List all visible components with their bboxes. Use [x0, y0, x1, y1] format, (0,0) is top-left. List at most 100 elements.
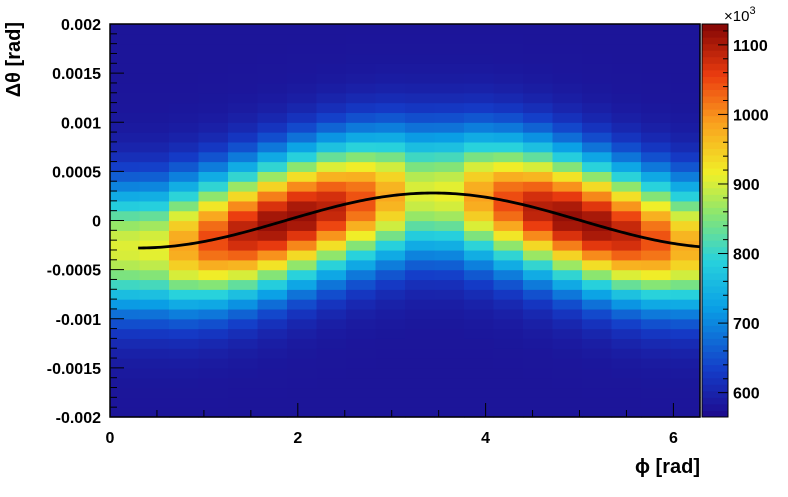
color-scale-band — [702, 299, 728, 307]
heatmap-cell — [316, 328, 347, 339]
heatmap-cell — [228, 318, 259, 330]
heatmap-cell — [641, 43, 672, 55]
heatmap-cell — [582, 407, 613, 418]
heatmap-cell — [493, 338, 524, 349]
heatmap-cell — [552, 92, 583, 104]
heatmap-cell — [582, 73, 613, 84]
heatmap-cell — [493, 249, 524, 261]
heatmap-cell — [346, 151, 377, 163]
heatmap-cell — [670, 318, 701, 330]
heatmap-cell — [375, 289, 406, 300]
heatmap-cell — [582, 230, 613, 241]
heatmap-cell — [611, 348, 642, 359]
heatmap-cell — [139, 181, 170, 192]
color-scale-band — [702, 148, 728, 156]
heatmap-cell — [523, 299, 554, 310]
heatmap-cell — [110, 112, 141, 123]
heatmap-cell — [346, 338, 377, 349]
heatmap-cell — [346, 348, 377, 359]
heatmap-cell — [198, 181, 229, 192]
color-scale-band — [702, 82, 728, 90]
heatmap-cell — [287, 33, 318, 45]
heatmap-cell — [611, 92, 642, 104]
heatmap-cell — [464, 407, 495, 418]
heatmap-cell — [670, 73, 701, 84]
color-scale-band — [702, 76, 728, 84]
heatmap-cell — [552, 112, 583, 123]
heatmap-cell — [110, 200, 141, 212]
heatmap-cell — [287, 200, 318, 212]
heatmap-cell — [169, 328, 200, 339]
heatmap-cell — [552, 171, 583, 182]
heatmap-cell — [198, 279, 229, 290]
heatmap-cell — [375, 397, 406, 408]
heatmap-cell — [611, 358, 642, 369]
heatmap-cell — [493, 92, 524, 104]
heatmap-cell — [139, 43, 170, 55]
heatmap-cell — [464, 73, 495, 84]
heatmap-cell — [110, 240, 141, 251]
heatmap-cell — [611, 377, 642, 389]
heatmap-cell — [257, 367, 288, 379]
heatmap-cell — [228, 338, 259, 349]
heatmap-cell — [169, 269, 200, 281]
heatmap-cell — [493, 289, 524, 300]
heatmap-cell — [493, 279, 524, 290]
heatmap-cell — [375, 269, 406, 281]
heatmap-cell — [493, 308, 524, 320]
heatmap-cell — [316, 161, 347, 172]
heatmap-cell — [375, 367, 406, 379]
color-scale-band — [702, 364, 728, 372]
heatmap-cell — [405, 191, 436, 202]
heatmap-cell — [464, 358, 495, 369]
heatmap-cell — [139, 279, 170, 290]
heatmap-cell — [257, 122, 288, 133]
heatmap-cell — [139, 328, 170, 339]
color-scale-band — [702, 115, 728, 123]
heatmap-cell — [110, 151, 141, 163]
heatmap-cell — [110, 377, 141, 389]
heatmap-cell — [228, 191, 259, 202]
heatmap-cell — [287, 387, 318, 398]
heatmap-cell — [405, 348, 436, 359]
heatmap-cell — [523, 318, 554, 330]
heatmap-cell — [641, 348, 672, 359]
heatmap-cell — [375, 318, 406, 330]
heatmap-cell — [257, 171, 288, 182]
heatmap-cell — [552, 299, 583, 310]
heatmap-cell — [228, 161, 259, 172]
heatmap-cell — [552, 230, 583, 241]
heatmap-cell — [110, 53, 141, 64]
heatmap-cell — [169, 338, 200, 349]
heatmap-cell — [169, 73, 200, 84]
heatmap-cell — [493, 407, 524, 418]
heatmap-cell — [434, 377, 465, 389]
heatmap-cell — [375, 299, 406, 310]
heatmap-cell — [110, 220, 141, 231]
color-scale-band — [702, 233, 728, 241]
heatmap-cell — [375, 122, 406, 133]
heatmap-cell — [316, 151, 347, 163]
heatmap-cell — [670, 200, 701, 212]
heatmap-cell — [582, 358, 613, 369]
heatmap-cell — [464, 151, 495, 163]
heatmap-cell — [552, 328, 583, 339]
heatmap-cell — [552, 220, 583, 231]
heatmap-cell — [523, 210, 554, 222]
heatmap-cell — [287, 407, 318, 418]
heatmap-cell — [552, 181, 583, 192]
heatmap-cell — [582, 191, 613, 202]
heatmap-cell — [375, 328, 406, 339]
heatmap-cell — [139, 102, 170, 114]
heatmap-cell — [611, 191, 642, 202]
heatmap-cell — [228, 92, 259, 104]
heatmap-cell — [257, 92, 288, 104]
heatmap-cell — [523, 82, 554, 94]
heatmap-cell — [611, 33, 642, 45]
heatmap-cell — [670, 328, 701, 339]
color-scale-band — [702, 344, 728, 352]
heatmap-cell — [611, 220, 642, 231]
heatmap-cell — [139, 269, 170, 281]
heatmap-cell — [257, 279, 288, 290]
heatmap-cell — [641, 132, 672, 143]
